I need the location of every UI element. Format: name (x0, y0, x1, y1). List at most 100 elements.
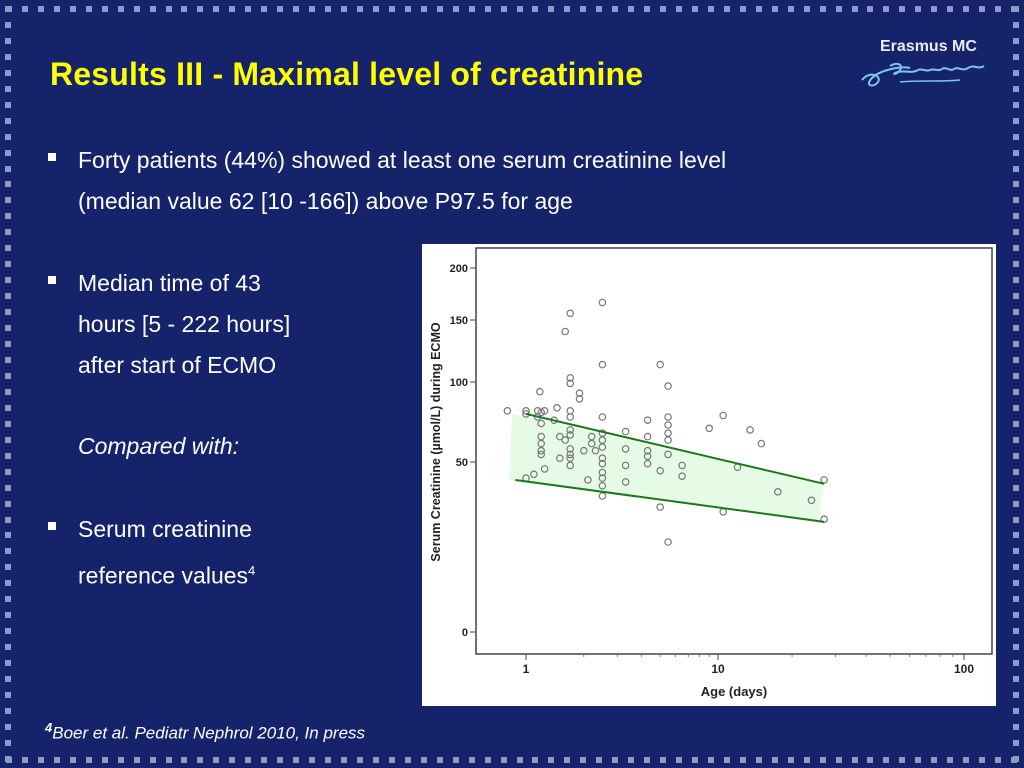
border-dot (5, 356, 11, 363)
border-dot (5, 691, 11, 698)
border-dot (197, 6, 204, 12)
border-dot (612, 757, 619, 763)
data-point (598, 459, 607, 468)
border-dot (197, 757, 204, 763)
data-point (566, 413, 575, 421)
border-dot (341, 757, 348, 763)
border-dot (676, 6, 683, 12)
border-dot (755, 6, 762, 12)
bullet-reference-values: Serum creatinine reference values4 (48, 509, 398, 597)
reference-values-text: reference values (78, 562, 249, 589)
border-dot (5, 755, 11, 762)
bullet-text-line: hours [5 - 222 hours] (78, 311, 291, 337)
data-point (536, 387, 544, 396)
border-dot (1013, 660, 1019, 667)
y-axis-label: Serum Creatinine (µmol/L) during ECMO (429, 322, 443, 561)
border-dot (1013, 484, 1019, 491)
border-dot (372, 6, 379, 12)
border-dot (1013, 181, 1019, 188)
border-dot (771, 757, 778, 763)
border-dot (851, 757, 858, 763)
border-dot (1013, 165, 1019, 172)
data-point (537, 419, 546, 428)
data-point (807, 496, 816, 505)
bullet-median-time: Median time of 43 hours [5 - 222 hours] … (48, 263, 398, 386)
border-dot (787, 757, 794, 763)
border-dot (5, 468, 11, 475)
border-dot (1013, 532, 1019, 539)
border-dot (293, 757, 300, 763)
border-dot (5, 723, 11, 730)
border-dot (723, 6, 730, 12)
border-dot (245, 757, 252, 763)
border-dot (851, 6, 858, 12)
border-dot (532, 6, 539, 12)
border-dot (1013, 691, 1019, 698)
border-dot (1013, 500, 1019, 507)
border-dot (867, 757, 874, 763)
data-point (656, 503, 665, 511)
border-dot (1013, 325, 1019, 332)
border-dot (436, 757, 443, 763)
border-dot (1013, 516, 1019, 523)
border-dot (5, 197, 11, 204)
x-tick-label: 100 (954, 662, 974, 676)
border-dot (1013, 261, 1019, 268)
border-dot (5, 739, 11, 746)
border-dot (5, 676, 11, 683)
border-dot (500, 757, 507, 763)
border-dot (5, 245, 11, 252)
border-dot (309, 6, 316, 12)
data-point (643, 432, 652, 441)
border-dot (516, 757, 523, 763)
data-point (664, 538, 672, 546)
border-dot (5, 149, 11, 156)
border-dot (5, 37, 11, 44)
border-dot (1013, 755, 1019, 762)
border-dot (404, 757, 411, 763)
border-dot (325, 6, 332, 12)
border-dot (1013, 612, 1019, 619)
border-dot (5, 53, 11, 60)
border-dot (676, 757, 683, 763)
border-dot (580, 757, 587, 763)
border-dot (5, 341, 11, 348)
border-dot (963, 6, 970, 12)
logo-text: Erasmus MC (880, 38, 977, 55)
data-point (621, 427, 630, 436)
border-dot (468, 757, 475, 763)
border-dot (420, 757, 427, 763)
data-point (587, 439, 596, 448)
data-point (540, 465, 549, 473)
border-dot (803, 757, 810, 763)
data-point (621, 461, 630, 470)
border-dot (1013, 548, 1019, 555)
border-dot (899, 6, 906, 12)
border-dot (723, 757, 730, 763)
border-dot (325, 757, 332, 763)
border-dot (883, 6, 890, 12)
border-dot (1013, 644, 1019, 651)
border-dot (787, 6, 794, 12)
border-dot (5, 101, 11, 108)
data-point (556, 454, 564, 463)
border-dot (660, 757, 667, 763)
bullet-square-icon (48, 522, 56, 530)
border-dot (5, 628, 11, 635)
bullet-text-line: Serum creatinine (78, 516, 252, 542)
border-dot (1013, 580, 1019, 587)
border-dot (53, 757, 60, 763)
border-dot (1013, 707, 1019, 714)
border-dot (356, 6, 363, 12)
border-dot (1013, 229, 1019, 236)
border-dot (5, 707, 11, 714)
data-point (530, 470, 538, 479)
border-dot (21, 757, 28, 763)
border-dot (5, 293, 11, 300)
border-dot (819, 6, 826, 12)
border-dot (341, 6, 348, 12)
border-dot (213, 757, 220, 763)
border-dot (1013, 723, 1019, 730)
border-dot (181, 757, 188, 763)
border-dot (356, 757, 363, 763)
